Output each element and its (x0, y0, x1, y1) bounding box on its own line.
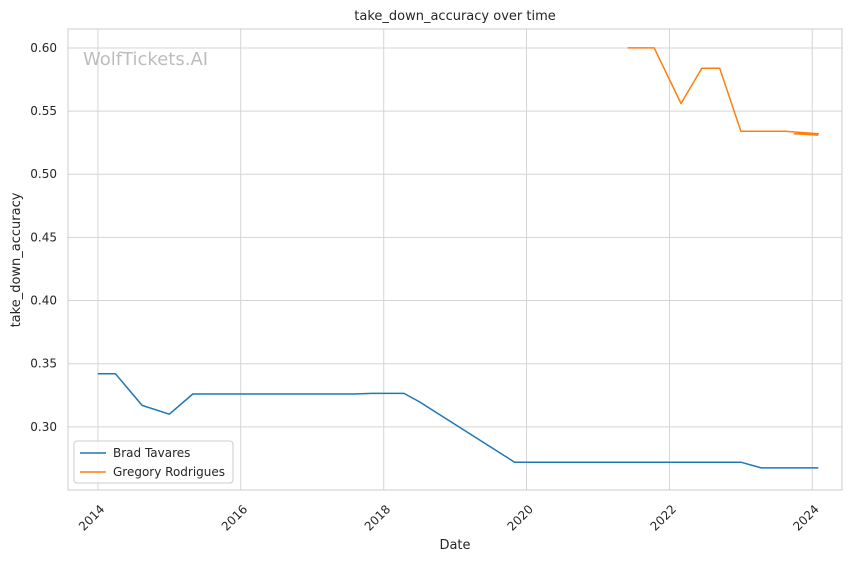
y-tick-label: 0.50 (30, 167, 57, 181)
plot-frame (67, 28, 843, 491)
y-tick-label: 0.55 (30, 104, 57, 118)
y-tick-label: 0.45 (30, 230, 57, 244)
watermark: WolfTickets.AI (83, 49, 208, 70)
y-axis-ticks: 0.60 0.55 0.50 0.45 0.40 0.35 0.30 (30, 41, 57, 434)
x-axis-label: Date (439, 538, 470, 553)
series-layer (97, 47, 820, 469)
y-tick-label: 0.60 (30, 41, 57, 55)
y-tick-label: 0.40 (30, 294, 57, 308)
series-line-brad-tavares (97, 373, 819, 469)
y-tick-label: 0.30 (30, 420, 57, 434)
legend: Brad Tavares Gregory Rodrigues (73, 440, 234, 484)
series-line-gregory-rodrigues (627, 47, 820, 136)
grid (68, 29, 842, 490)
legend-label: Brad Tavares (113, 446, 190, 460)
legend-label: Gregory Rodrigues (113, 465, 225, 479)
chart-title: take_down_accuracy over time (354, 9, 555, 24)
y-axis-label: take_down_accuracy (9, 192, 24, 327)
legend-box (73, 440, 234, 484)
y-tick-label: 0.35 (30, 357, 57, 371)
